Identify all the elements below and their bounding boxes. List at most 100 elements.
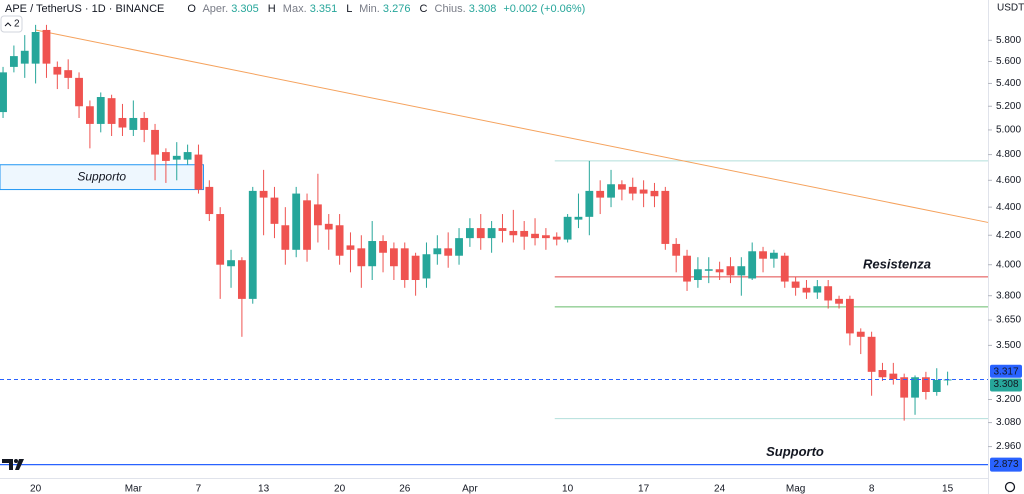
ohlc-value: 3.308	[469, 3, 497, 15]
candle-body	[281, 225, 290, 250]
symbol: APE / TetherUS · 1D · BINANCE	[5, 3, 164, 15]
ohlc-key: L	[346, 3, 352, 15]
candle-body	[444, 248, 453, 256]
candle-body	[487, 228, 496, 239]
y-tick-label: 5.800	[996, 35, 1021, 46]
candle-body	[422, 254, 431, 279]
ohlc-key: Aper.	[202, 3, 228, 15]
candle-body	[509, 230, 518, 236]
candle-body	[704, 269, 713, 271]
candle-body	[531, 233, 539, 239]
candle-body	[227, 260, 235, 267]
candle-body	[889, 373, 898, 380]
x-tick-label: Apr	[462, 484, 478, 494]
settings-button[interactable]	[1004, 481, 1016, 493]
candle-body	[607, 184, 615, 198]
candle-body	[737, 266, 746, 276]
y-tick-label: 5.200	[996, 101, 1021, 112]
ohlc-value: 3.276	[383, 3, 411, 15]
indicator-toggle[interactable]: 2	[0, 15, 23, 33]
candle-body	[628, 186, 637, 194]
candle-body	[303, 200, 311, 250]
candle-body	[389, 248, 398, 267]
candle-body	[715, 269, 724, 273]
y-tick-label: 3.080	[996, 417, 1021, 428]
x-tick-label: 7	[196, 484, 202, 494]
candle-body	[835, 298, 843, 304]
y-tick-label: 4.400	[996, 202, 1021, 213]
resistance-label: Resistenza	[863, 256, 931, 271]
price-tag	[990, 378, 1022, 392]
x-tick-label: Mar	[125, 484, 143, 494]
ohlc-key: O	[187, 3, 196, 15]
candle-body	[726, 266, 735, 276]
candle-body	[596, 190, 605, 198]
ohlc-key: C	[420, 3, 428, 15]
candle-body	[379, 241, 387, 253]
candle-body	[172, 155, 181, 160]
support-zone	[0, 164, 204, 191]
x-tick-label: 26	[399, 484, 411, 494]
candle-body	[856, 331, 865, 337]
price-tag-label: 2.873	[993, 459, 1018, 470]
candle-body	[118, 117, 127, 128]
ohlc-key: Max.	[283, 3, 307, 15]
x-tick-label: 10	[562, 484, 574, 494]
candle-body	[867, 336, 876, 372]
indicator-badge[interactable]	[0, 15, 23, 33]
y-tick-label: 4.200	[996, 230, 1021, 241]
candle-body	[845, 298, 854, 334]
y-tick-label: 4.600	[996, 175, 1021, 186]
candle-body	[683, 255, 691, 282]
candle-body	[335, 225, 344, 256]
candle-body	[650, 190, 659, 197]
x-tick-label: 17	[638, 484, 650, 494]
ohlc-key: Min.	[359, 3, 380, 15]
candle-body	[520, 230, 529, 237]
candle-body	[194, 154, 203, 190]
candle-body	[769, 252, 778, 259]
candle-body	[780, 255, 789, 282]
indicator-count: 2	[14, 19, 20, 30]
price-tag	[990, 364, 1022, 378]
candle-body	[661, 190, 670, 244]
x-tick-label: 20	[30, 484, 42, 494]
candle-body	[563, 216, 572, 240]
y-tick-label: 3.200	[996, 394, 1021, 405]
support-zone-label: Supporto	[77, 169, 126, 183]
y-tick-label: 4.000	[996, 259, 1021, 270]
candle-body	[921, 377, 930, 392]
candle-body	[324, 223, 333, 230]
candle-body	[585, 190, 594, 217]
candle-body	[248, 190, 257, 299]
ohlc-key: Chius.	[435, 3, 466, 15]
candle-body	[183, 152, 192, 160]
gear-icon[interactable]	[1004, 481, 1016, 493]
candle-body	[357, 248, 366, 267]
candle-body	[911, 377, 919, 398]
candle-body	[759, 251, 767, 259]
ohlc-value: 3.351	[310, 3, 338, 15]
ohlc-value: 3.305	[231, 3, 259, 15]
candle-body	[498, 228, 507, 231]
candle-body	[9, 56, 18, 67]
candle-body	[313, 204, 322, 226]
candle-body	[42, 29, 51, 64]
candle-body	[140, 117, 149, 130]
candle-body	[672, 243, 681, 256]
candle-body	[400, 248, 409, 281]
candle-body	[748, 251, 757, 279]
x-tick-label: 15	[942, 484, 954, 494]
price-tag-label: 3.317	[993, 366, 1018, 377]
candle-body	[151, 129, 159, 155]
x-tick-label: 20	[334, 484, 346, 494]
y-tick-label: 3.500	[996, 340, 1021, 351]
y-tick-label: 5.000	[996, 125, 1021, 136]
price-tag	[990, 457, 1022, 472]
candle-body	[813, 286, 822, 293]
candle-body	[541, 235, 550, 239]
candle-body	[259, 190, 268, 198]
candle-body	[31, 32, 40, 64]
candle-body	[129, 117, 138, 130]
